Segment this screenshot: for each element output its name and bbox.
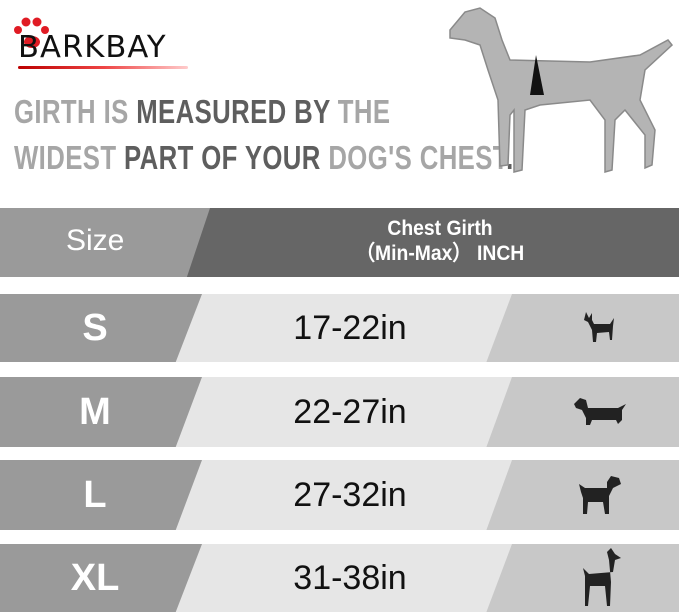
girth-value: 22-27in: [293, 392, 407, 431]
headline-segment: MEASURED BY: [136, 93, 338, 130]
table-row: S 17-22in: [0, 294, 679, 362]
size-label: M: [79, 390, 111, 433]
labrador-icon: [560, 460, 640, 530]
size-column-header: Size: [66, 224, 125, 257]
great-dane-icon: [560, 544, 640, 612]
logo-text: BARKBAY: [18, 30, 167, 65]
girth-header-line-2: （Min-Max） INCH: [355, 242, 525, 265]
logo-underline: [18, 66, 188, 69]
size-label: XL: [70, 556, 120, 599]
girth-value: 17-22in: [293, 308, 407, 347]
girth-value: 31-38in: [293, 558, 407, 597]
dachshund-icon: [560, 377, 640, 447]
table-header: Size Chest Girth （Min-Max） INCH: [0, 208, 679, 277]
paw-icon: [14, 17, 49, 48]
size-label: L: [83, 473, 107, 516]
chihuahua-icon: [560, 294, 640, 362]
headline-segment: WIDEST: [14, 139, 124, 176]
table-row: M 22-27in: [0, 377, 679, 447]
table-row: XL 31-38in: [0, 544, 679, 612]
brand-logo: BARKBAY: [6, 8, 196, 69]
size-label: S: [82, 306, 108, 349]
headline-line-2: WIDEST PART OF YOUR DOG'S CHEST.: [14, 139, 514, 177]
girth-value: 27-32in: [293, 475, 407, 514]
headline-segment: DOG'S CHEST: [328, 139, 507, 176]
headline-segment: .: [506, 139, 514, 176]
headline-segment: THE: [337, 93, 391, 130]
girth-header-line-1: Chest Girth: [387, 217, 493, 240]
headline-line-1: GIRTH IS MEASURED BY THE: [14, 93, 390, 131]
measuring-dog-illustration: [449, 7, 674, 173]
headline-segment: PART OF YOUR: [123, 139, 329, 176]
girth-column-header: Chest Girth （Min-Max） INCH: [311, 216, 569, 266]
headline-segment: GIRTH IS: [14, 93, 137, 130]
table-row: L 27-32in: [0, 460, 679, 530]
